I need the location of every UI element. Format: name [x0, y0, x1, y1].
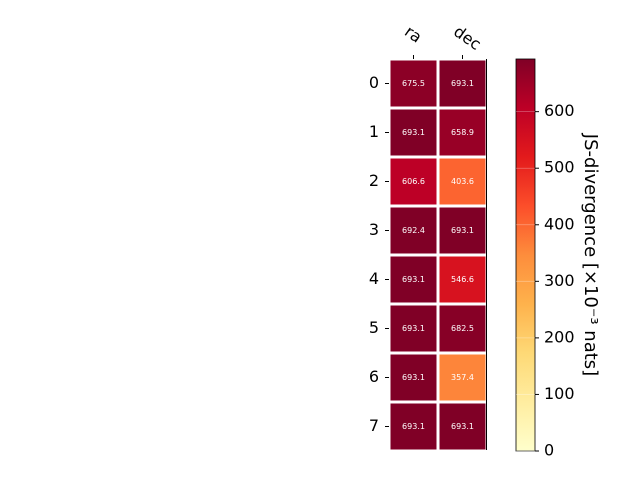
column-tick-label: ra [401, 22, 425, 47]
heatmap-cell-r6-c1 [439, 354, 486, 401]
cell-value-label: 693.1 [402, 275, 425, 284]
cell-value-label: 693.1 [402, 128, 425, 137]
colorbar-tick-label: 500 [544, 158, 575, 177]
colorbar-tick-label: 400 [544, 214, 575, 233]
colorbar-tick-label: 300 [544, 271, 575, 290]
heatmap-cell-r5-c0 [390, 305, 437, 352]
heatmap-cell-r7-c1 [439, 403, 486, 450]
cell-value-label: 403.6 [451, 177, 474, 186]
column-tick-labels: ra dec [401, 22, 485, 59]
row-tick-label: 7 [369, 416, 379, 435]
colorbar-tick-label: 0 [544, 441, 554, 460]
cell-value-label: 693.1 [451, 79, 474, 88]
heatmap-cell-r7-c0 [390, 403, 437, 450]
heatmap-cell-r2-c1 [439, 158, 486, 205]
colorbar-tick-label: 600 [544, 101, 575, 120]
row-tick-labels: 0 1 2 3 4 5 6 7 [369, 73, 389, 435]
cell-value-label: 658.9 [451, 128, 474, 137]
heatmap-cell-r6-c0 [390, 354, 437, 401]
row-tick-label: 3 [369, 220, 379, 239]
cell-value-label: 692.4 [402, 226, 425, 235]
heatmap-cell-r0-c0 [390, 60, 437, 107]
heatmap-cell-r0-c1 [439, 60, 486, 107]
row-tick-label: 2 [369, 171, 379, 190]
cell-value-label: 693.1 [451, 422, 474, 431]
cell-value-label: 606.6 [402, 177, 425, 186]
row-tick-label: 0 [369, 73, 379, 92]
cell-value-label: 357.4 [451, 373, 474, 382]
heatmap-cells [390, 60, 486, 450]
row-tick-label: 5 [369, 318, 379, 337]
heatmap-cell-r1-c0 [390, 109, 437, 156]
colorbar-tick-label: 100 [544, 384, 575, 403]
row-tick-label: 4 [369, 269, 379, 288]
colorbar-tick-label: 200 [544, 327, 575, 346]
cell-value-label: 682.5 [451, 324, 474, 333]
heatmap-cell-r3-c0 [390, 207, 437, 254]
colorbar [515, 58, 536, 452]
heatmap-cell-r1-c1 [439, 109, 486, 156]
colorbar-ticks: 0 100 200 300 400 500 600 [516, 101, 575, 460]
row-tick-label: 6 [369, 367, 379, 386]
cell-value-label: 546.6 [451, 275, 474, 284]
cell-value-label: 693.1 [402, 324, 425, 333]
cell-value-label: 693.1 [451, 226, 474, 235]
cell-value-label: 693.1 [402, 373, 425, 382]
heatmap-cell-labels: 675.5 693.1 693.1 658.9 606.6 403.6 692.4 693.1… [402, 79, 474, 431]
row-tick-label: 1 [369, 122, 379, 141]
heatmap-cell-r2-c0 [390, 158, 437, 205]
column-tick-label: dec [450, 22, 484, 54]
heatmap-cell-r3-c1 [439, 207, 486, 254]
heatmap-cell-r4-c1 [439, 256, 486, 303]
colorbar-label: JS-divergence [×10⁻³ nats] [580, 133, 601, 376]
heatmap-cell-r5-c1 [439, 305, 486, 352]
heatmap-cell-r4-c0 [390, 256, 437, 303]
cell-value-label: 693.1 [402, 422, 425, 431]
cell-value-label: 675.5 [402, 79, 425, 88]
